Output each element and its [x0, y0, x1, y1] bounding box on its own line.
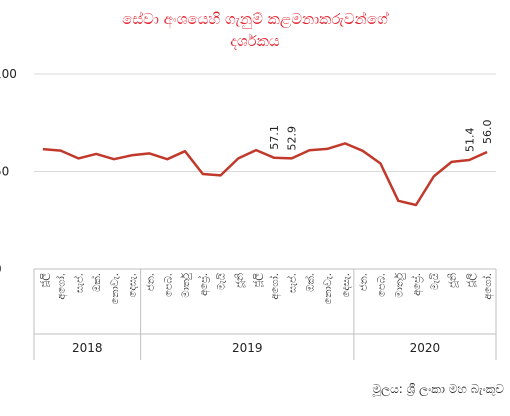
x-tick-label: නොවැ.: [323, 273, 334, 304]
year-label: 2019: [232, 341, 263, 355]
gridlines: [34, 73, 496, 172]
x-tick-label: පෙබ.: [163, 273, 174, 297]
x-tick-label: මාර්තු: [393, 273, 405, 298]
y-tick-label: 100: [0, 67, 17, 81]
x-tick-label: අගෝ.: [55, 273, 68, 300]
x-tick-label: පෙබ.: [377, 273, 388, 297]
x-tick-label: ජන.: [359, 273, 370, 291]
x-tick-label: අප්‍රේ.: [197, 273, 210, 296]
x-tick-label: ජූලි: [39, 273, 50, 288]
x-tick-label: ජූලි: [465, 273, 476, 288]
x-tick-label: ජූලි: [252, 273, 263, 288]
x-tick-label: මැයි: [430, 273, 441, 291]
x-tick-label: ජූනි: [448, 273, 459, 288]
year-label: 2018: [72, 341, 103, 355]
data-label: 56.0: [481, 120, 494, 144]
data-labels: 57.1 52.9 51.4 56.0: [268, 120, 494, 152]
y-axis-ticks: 0 50 100: [0, 67, 17, 276]
x-tick-label: අගෝ.: [481, 273, 494, 300]
x-tick-label: ඔක්.: [90, 273, 103, 292]
x-tick-label: සැප්.: [286, 273, 299, 293]
x-tick-label: දෙසැ.: [341, 273, 352, 297]
x-tick-label: ජන.: [146, 273, 157, 291]
x-tick-label: මැයි: [217, 273, 228, 291]
y-tick-label: 0: [0, 262, 2, 276]
chart-title-line1: සේවා අංශයෙහි ගැනුම් කළමනාකරුවන්ගේ: [122, 10, 388, 28]
x-tick-label: නොවැ.: [110, 273, 121, 304]
chart-title-line2: දර්ශකය: [230, 32, 280, 50]
x-tick-label: ජූනි: [234, 273, 245, 288]
series-line: [42, 142, 488, 207]
x-tick-label: ඔක්.: [303, 273, 316, 292]
y-tick-label: 50: [0, 165, 9, 179]
x-tick-label: සැප්.: [72, 273, 85, 293]
source-note: මූලය: ශ්‍රී ලංකා මහ බැංකුව: [372, 382, 504, 396]
x-axis: ජූලි අගෝ. සැප්. ඔක්. නොවැ. දෙසැ. ජන. පෙබ. මාර්තු…: [33, 268, 497, 360]
x-tick-label: අප්‍රේ.: [410, 273, 423, 296]
x-tick-label: අගෝ.: [268, 273, 281, 300]
data-label: 51.4: [463, 127, 476, 152]
data-label: 52.9: [286, 126, 299, 151]
x-tick-label: දෙසැ.: [128, 273, 139, 297]
data-label: 57.1: [268, 125, 281, 150]
x-tick-label: මාර්තු: [180, 273, 192, 298]
chart-title: සේවා අංශයෙහි ගැනුම් කළමනාකරුවන්ගේ දර්ශකය: [0, 8, 510, 52]
series-layer: [42, 142, 488, 207]
year-label: 2020: [410, 341, 441, 355]
